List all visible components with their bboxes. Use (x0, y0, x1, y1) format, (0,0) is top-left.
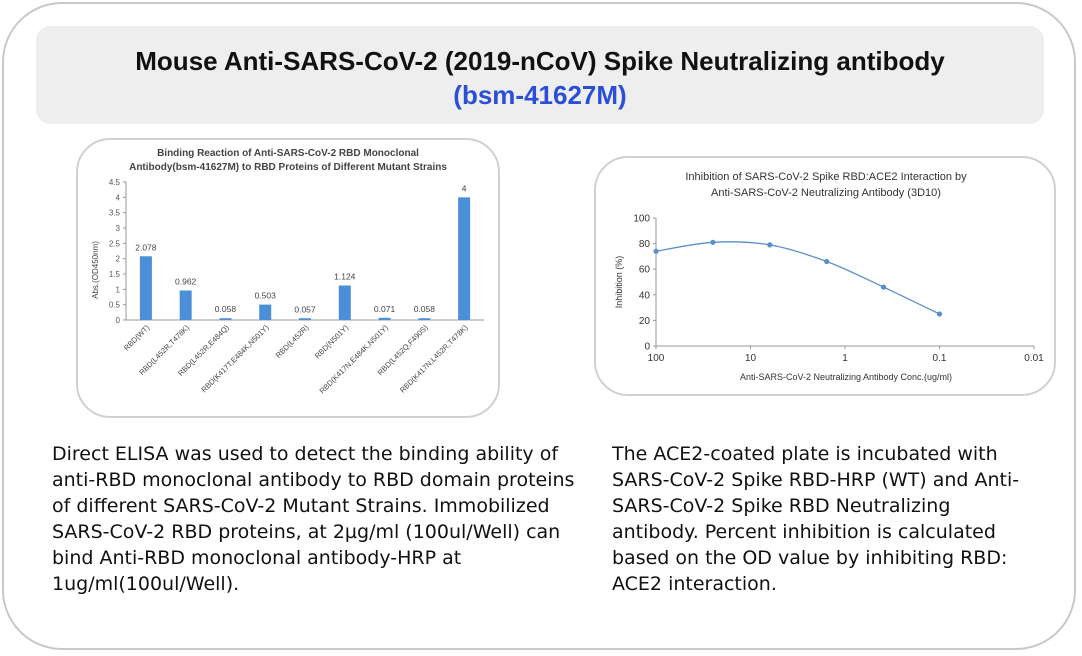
chart1-category-label: RBD(WT) (122, 323, 152, 353)
chart1-bar (259, 304, 272, 320)
chart2-series-line (655, 241, 940, 315)
chart1-y-tick-label: 0.5 (109, 301, 121, 310)
chart1-data-label: 1.124 (334, 272, 356, 282)
chart1-y-tick-label: 3.5 (109, 209, 121, 218)
chart1-data-label: 0.058 (414, 304, 436, 314)
inhibition-chart-card: Inhibition of SARS-CoV-2 Spike RBD:ACE2 … (594, 156, 1056, 396)
chart2-data-point (653, 248, 659, 254)
chart1-y-tick-label: 4 (116, 193, 121, 202)
chart1-title-line2: Antibody(bsm-41627M) to RBD Proteins of … (129, 162, 447, 173)
chart1-bar (418, 318, 431, 320)
chart1-y-tick-label: 2 (116, 255, 121, 264)
chart1-bar (378, 317, 391, 320)
chart2-y-tick-label: 60 (639, 265, 651, 276)
chart1-y-tick-label: 4.5 (109, 178, 121, 187)
chart1-data-label: 0.057 (294, 304, 316, 314)
chart1-data-label: 0.058 (215, 304, 237, 314)
chart1-category-label: RBD(K417N,L452R,T478K) (398, 323, 470, 395)
chart2-x-axis-label: Anti-SARS-CoV-2 Neutralizing Antibody Co… (740, 372, 952, 382)
chart1-y-axis-label: Abs.(OD450nm) (91, 241, 100, 299)
chart1-bar (219, 318, 232, 320)
chart1-category-label: RBD(K417T,E484K,N501Y) (199, 323, 271, 395)
chart1-bar (299, 318, 311, 320)
chart1-y-tick-label: 0 (116, 316, 121, 325)
chart1-bars: 2.078RBD(WT)0.962RBD(L452R,T478K)0.058RB… (122, 183, 471, 396)
chart1-data-label: 0.503 (255, 291, 277, 301)
binding-chart-card: Binding Reaction of Anti-SARS-CoV-2 RBD … (76, 138, 500, 418)
chart2-title-line1: Inhibition of SARS-CoV-2 Spike RBD:ACE2 … (685, 171, 967, 183)
chart1-data-label: 2.078 (135, 242, 157, 252)
chart2-data-point (824, 258, 830, 265)
chart1-bar (179, 290, 192, 320)
binding-description: Direct ELISA was used to detect the bind… (52, 443, 575, 595)
chart1-y-tick-label: 3 (116, 224, 121, 233)
chart2-y-tick-label: 0 (644, 342, 650, 353)
chart2-x-tick-label: 0.1 (933, 353, 947, 364)
chart2-axes: 0 20 40 60 80 100 100 10 1 0.1 0.01 (633, 214, 1044, 365)
chart1-category-label: RBD(L452R) (274, 323, 311, 360)
chart2-y-tick-label: 40 (639, 290, 651, 301)
chart1-category-label: RBD(K417N,E484K,N501Y) (318, 323, 391, 396)
chart2-x-tick-label: 100 (648, 353, 665, 364)
binding-bar-chart: Binding Reaction of Anti-SARS-CoV-2 RBD … (91, 148, 484, 396)
chart2-y-axis-label: Inhibition (%) (614, 256, 624, 309)
chart1-bar (139, 256, 152, 320)
page-title: Mouse Anti-SARS-CoV-2 (2019-nCoV) Spike … (135, 46, 945, 76)
chart2-data-point (710, 239, 716, 245)
chart1-data-label: 4 (462, 183, 467, 193)
chart2-data-point (936, 311, 943, 317)
chart2-y-tick-label: 20 (639, 316, 651, 327)
chart2-y-tick-label: 100 (633, 214, 650, 225)
chart1-data-label: 0.071 (374, 304, 396, 314)
inhibition-description: The ACE2-coated plate is incubated with … (612, 443, 1020, 595)
chart1-axes: 0 0.5 1 1.5 2 2.5 3 3.5 4 4.5 (109, 178, 484, 325)
chart2-data-point (767, 242, 773, 248)
chart1-y-tick-label: 1.5 (109, 270, 121, 279)
chart2-x-tick-label: 10 (745, 353, 757, 364)
chart2-x-tick-label: 1 (842, 353, 848, 364)
chart1-bar (458, 197, 471, 320)
chart2-title-line2: Anti-SARS-CoV-2 Neutralizing Antibody (3… (711, 187, 941, 199)
chart1-title-line1: Binding Reaction of Anti-SARS-CoV-2 RBD … (157, 148, 419, 159)
chart1-bar (338, 285, 351, 320)
chart1-y-tick-label: 1 (116, 285, 121, 294)
inhibition-line-chart: Inhibition of SARS-CoV-2 Spike RBD:ACE2 … (614, 171, 1044, 382)
chart1-category-label: RBD(N501Y) (313, 323, 351, 361)
chart1-y-tick-label: 2.5 (109, 239, 121, 248)
chart2-x-tick-label: 0.01 (1024, 353, 1044, 364)
chart2-data-point (880, 284, 887, 290)
chart2-series (653, 239, 943, 317)
chart1-data-label: 0.962 (175, 276, 197, 286)
catalog-number: (bsm-41627M) (453, 80, 627, 110)
header-panel: Mouse Anti-SARS-CoV-2 (2019-nCoV) Spike … (36, 26, 1044, 124)
chart2-y-tick-label: 80 (639, 239, 651, 250)
